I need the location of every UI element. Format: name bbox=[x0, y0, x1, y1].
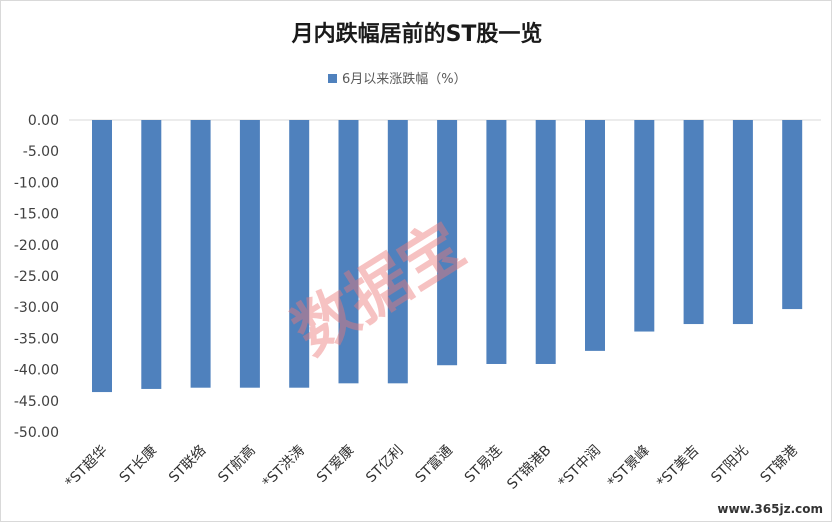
x-tick-label: ST亿利 bbox=[363, 443, 406, 486]
bar bbox=[585, 120, 605, 351]
bar bbox=[782, 120, 803, 310]
bar bbox=[437, 120, 458, 366]
x-tick-label: *ST景峰 bbox=[605, 443, 653, 491]
x-tick-label: *ST超华 bbox=[62, 443, 110, 491]
x-tick-label: ST长康 bbox=[116, 442, 160, 486]
bar bbox=[535, 120, 556, 364]
y-tick-label: -5.00 bbox=[23, 144, 59, 160]
y-tick-label: -45.00 bbox=[14, 394, 59, 410]
bar bbox=[141, 120, 162, 389]
y-tick-label: -40.00 bbox=[14, 363, 59, 379]
legend-label: 6月以来涨跌幅（%） bbox=[342, 71, 467, 87]
bar bbox=[486, 120, 507, 364]
y-tick-label: -25.00 bbox=[14, 269, 59, 285]
y-tick-label: -15.00 bbox=[14, 207, 59, 223]
bar bbox=[92, 120, 112, 393]
x-tick-label: ST联络 bbox=[166, 443, 209, 486]
bar bbox=[239, 120, 260, 388]
bar bbox=[387, 120, 408, 384]
bars bbox=[92, 120, 803, 393]
x-tick-label: ST阳光 bbox=[708, 443, 751, 486]
y-axis: 0.00 -5.00 -10.00 -15.00 -20.00 -25.00 -30.00 -… bbox=[14, 113, 59, 441]
y-tick-label: -10.00 bbox=[14, 175, 59, 191]
x-tick-label: ST爱康 bbox=[313, 442, 357, 486]
x-tick-label: ST易连 bbox=[462, 443, 505, 486]
x-tick-label: ST锦港B bbox=[504, 442, 555, 493]
y-tick-label: -20.00 bbox=[14, 238, 59, 254]
bar bbox=[338, 120, 359, 384]
chart-title: 月内跌幅居前的ST股一览 bbox=[291, 21, 543, 47]
x-tick-label: *ST美吉 bbox=[654, 443, 702, 491]
legend: 6月以来涨跌幅（%） bbox=[328, 71, 467, 87]
bar bbox=[732, 120, 753, 325]
x-tick-label: *ST中润 bbox=[555, 443, 603, 491]
bar bbox=[190, 120, 211, 388]
bar bbox=[634, 120, 655, 332]
y-tick-label: 0.00 bbox=[28, 113, 59, 129]
x-tick-label: ST富通 bbox=[412, 442, 456, 486]
x-tick-label: ST锦港 bbox=[757, 442, 801, 486]
legend-swatch bbox=[328, 74, 337, 83]
watermark-site: www.365jz.com bbox=[717, 502, 823, 516]
y-tick-label: -50.00 bbox=[14, 425, 59, 441]
bar bbox=[289, 120, 310, 388]
y-tick-label: -35.00 bbox=[14, 331, 59, 347]
y-tick-label: -30.00 bbox=[14, 300, 59, 316]
x-axis: *ST超华 ST长康 ST联络 ST航高 *ST洪涛 ST爱康 ST亿利 ST富通 ST易连 ST… bbox=[62, 442, 801, 493]
x-tick-label: *ST洪涛 bbox=[260, 443, 308, 491]
x-tick-label: ST航高 bbox=[215, 442, 259, 486]
bar bbox=[683, 120, 704, 325]
